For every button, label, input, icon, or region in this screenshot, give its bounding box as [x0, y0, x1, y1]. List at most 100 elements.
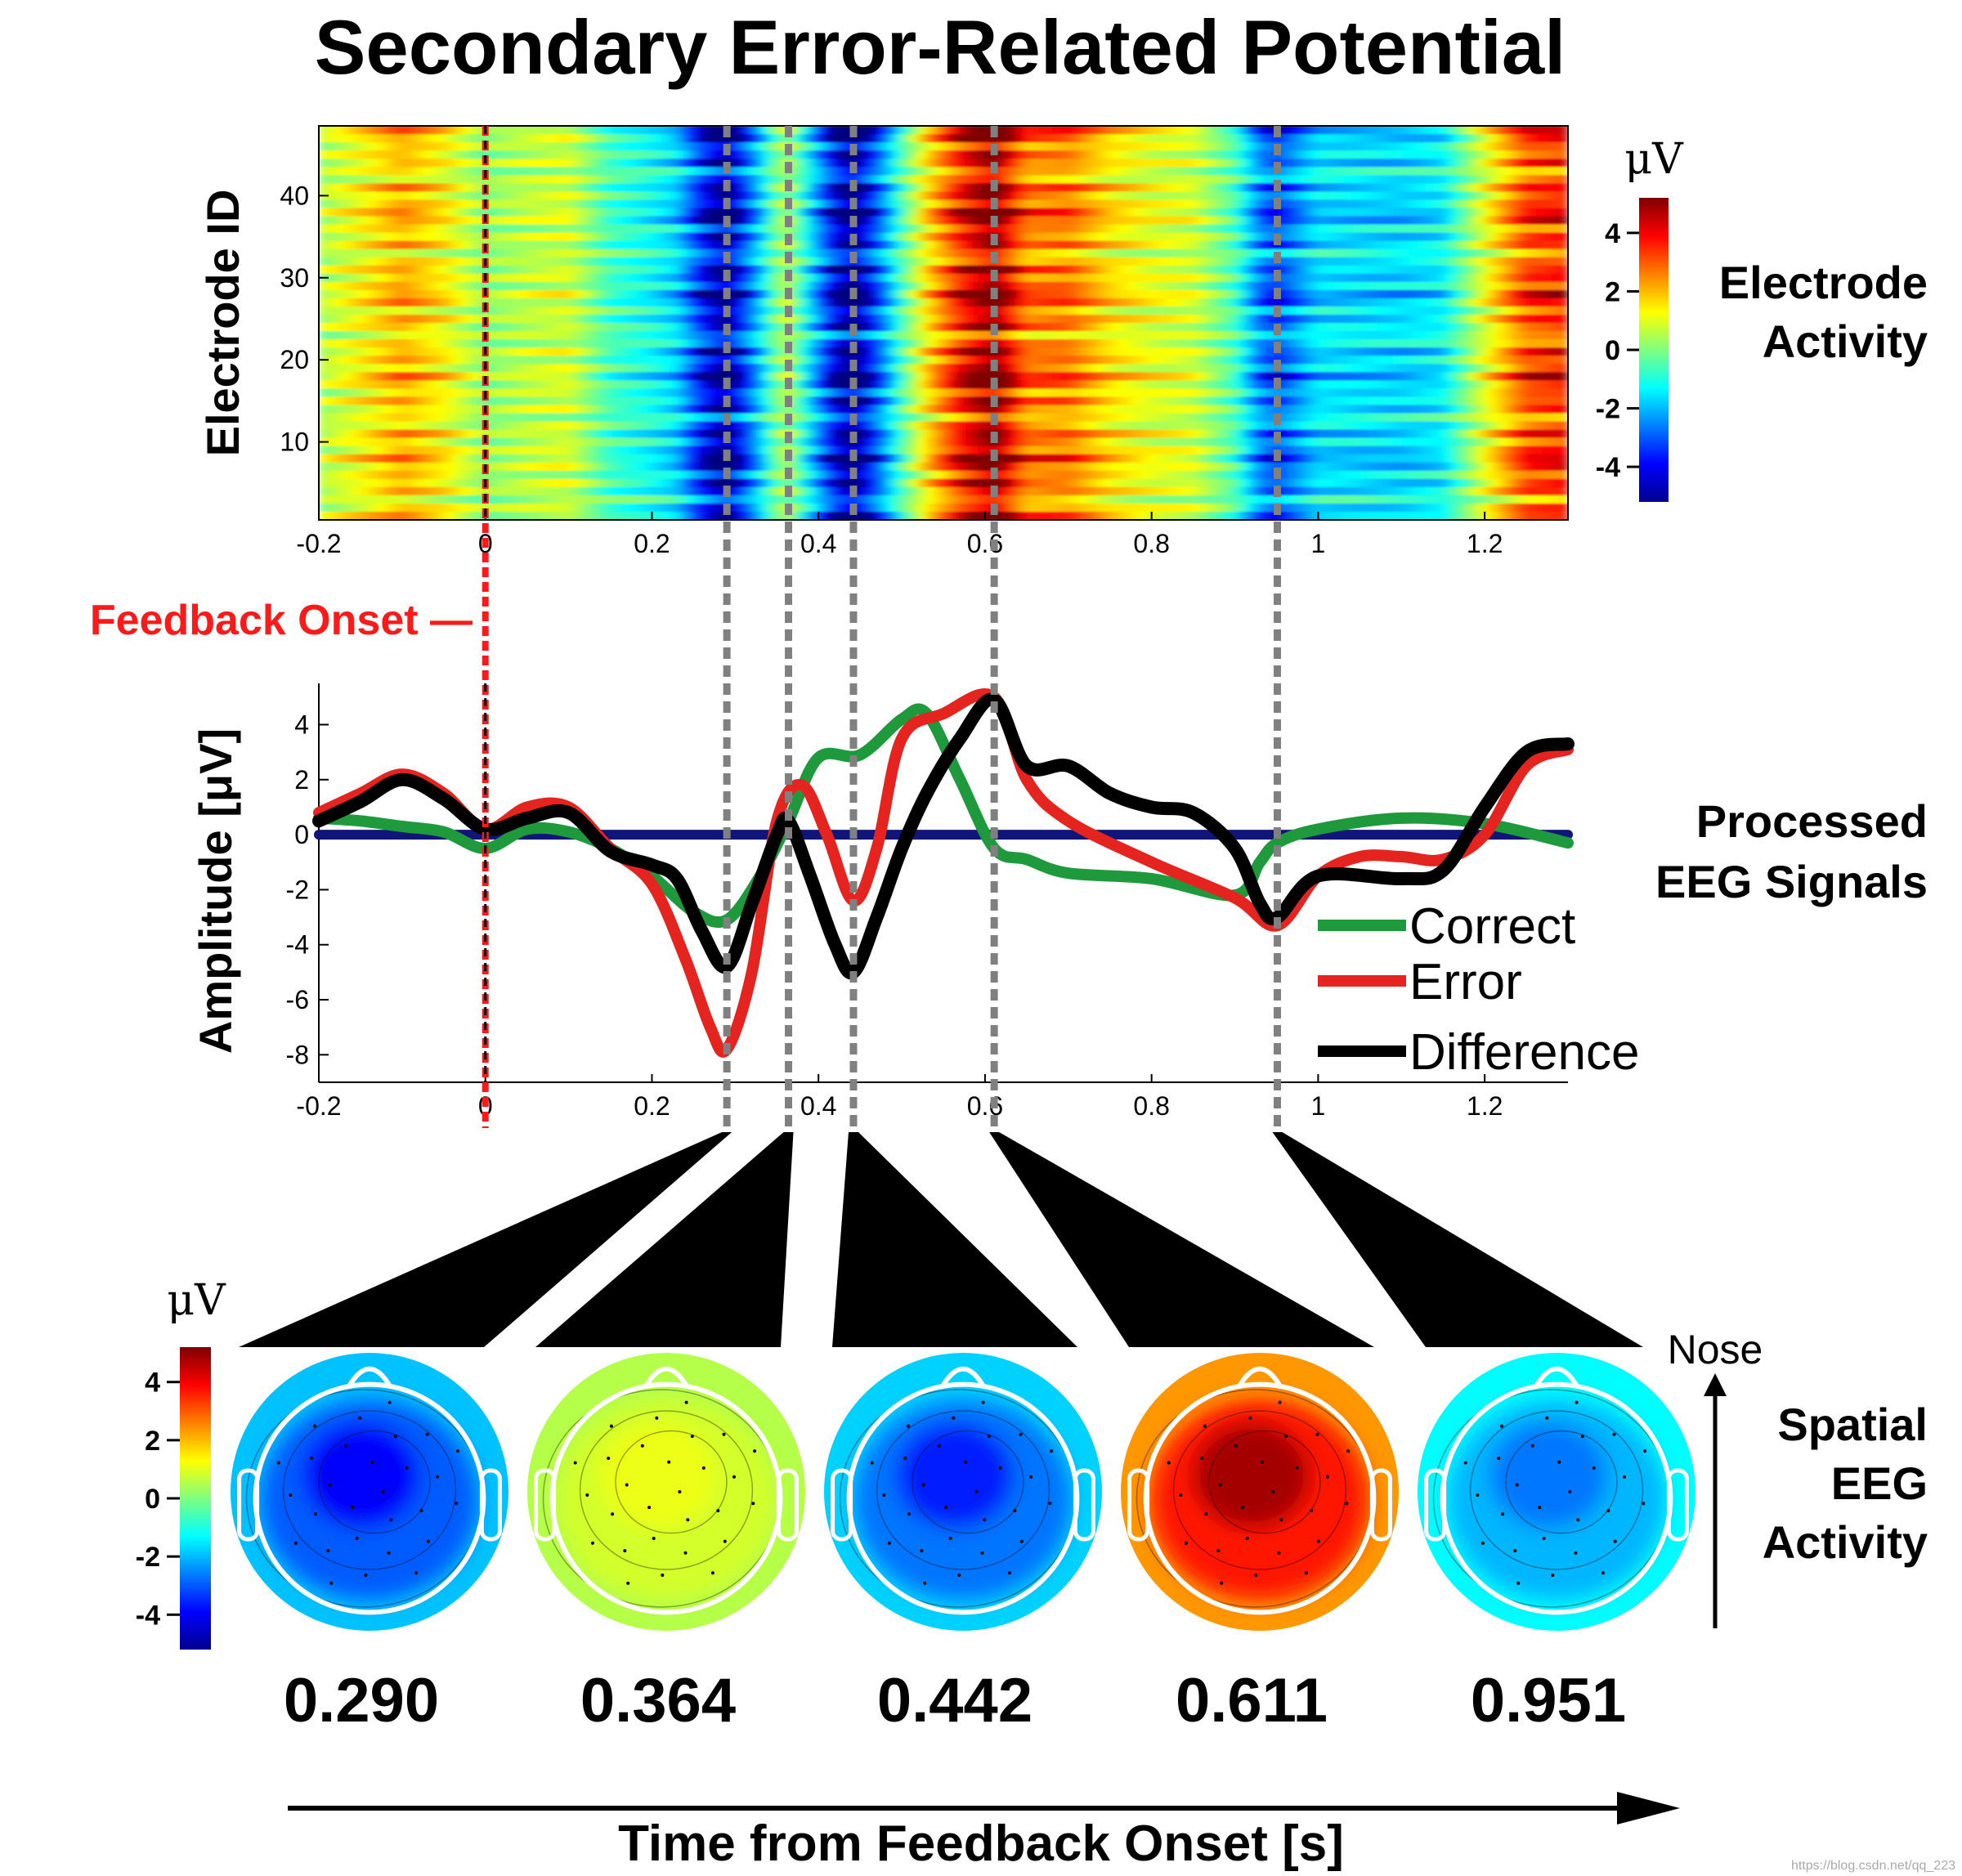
heatmap-cell [643, 273, 653, 283]
heatmap-cell [960, 199, 970, 209]
heatmap-cell [952, 159, 961, 168]
heatmap-cell [1509, 224, 1519, 234]
heatmap-cell [544, 298, 553, 307]
heatmap-cell [818, 273, 828, 283]
heatmap-cell [685, 356, 695, 365]
heatmap-cell [1501, 364, 1511, 374]
heatmap-cell [1193, 159, 1203, 168]
heatmap-cell [1351, 257, 1361, 266]
heatmap-cell [818, 150, 828, 160]
heatmap-cell [594, 314, 603, 324]
heatmap-cell [918, 289, 928, 299]
heatmap-cell [443, 191, 453, 201]
heatmap-cell [943, 232, 953, 242]
heatmap-cell [1318, 347, 1328, 357]
heatmap-cell [1501, 191, 1511, 201]
heatmap-cell [385, 240, 395, 250]
heatmap-cell [801, 306, 811, 316]
heatmap-cell [1135, 364, 1144, 374]
heatmap-cell [1010, 339, 1019, 349]
heatmap-cell [635, 323, 645, 332]
heatmap-cell [1467, 167, 1477, 177]
heatmap-cell [693, 224, 703, 234]
heatmap-cell [618, 273, 628, 283]
heatmap-cell [485, 224, 495, 234]
heatmap-cell [1310, 347, 1319, 357]
heatmap-cell [1043, 142, 1053, 152]
heatmap-cell [1301, 339, 1311, 349]
heatmap-cell [710, 331, 719, 340]
heatmap-cell [943, 134, 953, 143]
heatmap-cell [801, 314, 811, 324]
heatmap-cell [1517, 356, 1527, 365]
heatmap-cell [1226, 306, 1236, 316]
heatmap-cell [1260, 208, 1270, 217]
heatmap-cell [594, 216, 603, 226]
heatmap-cell [968, 388, 978, 398]
heatmap-cell [785, 240, 795, 250]
heatmap-cell [1384, 208, 1394, 217]
heatmap-cell [502, 167, 512, 177]
heatmap-cell [1226, 323, 1236, 332]
heatmap-cell [618, 224, 628, 234]
heatmap-cell [718, 126, 728, 135]
heatmap-cell [993, 273, 1003, 283]
heatmap-cell [968, 339, 978, 349]
heatmap-cell [960, 232, 970, 242]
heatmap-cell [1159, 265, 1169, 275]
heatmap-cell [893, 175, 903, 185]
heatmap-cell [685, 216, 695, 226]
heatmap-cell [843, 159, 853, 168]
heatmap-cell [1051, 183, 1061, 193]
heatmap-cell [1326, 126, 1336, 135]
heatmap-cell [427, 265, 437, 275]
heatmap-cell [610, 314, 620, 324]
heatmap-cell [327, 372, 337, 382]
heatmap-cell [1284, 265, 1294, 275]
heatmap-cell [1351, 380, 1361, 390]
heatmap-cell [885, 364, 894, 374]
heatmap-cell [960, 372, 970, 382]
heatmap-cell [385, 208, 395, 217]
heatmap-cell [635, 347, 645, 357]
heatmap-cell [1218, 248, 1228, 258]
heatmap-cell [893, 364, 903, 374]
heatmap-cell [1185, 216, 1194, 226]
heatmap-cell [510, 356, 520, 365]
heatmap-cell [1451, 298, 1461, 307]
heatmap-cell [1360, 298, 1369, 307]
heatmap-cell [1334, 331, 1344, 340]
heatmap-cell [1276, 216, 1286, 226]
heatmap-cell [1018, 289, 1028, 299]
heatmap-cell [768, 314, 778, 324]
heatmap-cell [976, 142, 986, 152]
heatmap-cell [352, 224, 361, 234]
heatmap-cell [377, 347, 387, 357]
heatmap-cell [1493, 364, 1503, 374]
heatmap-cell [1109, 159, 1119, 168]
heatmap-cell [1476, 248, 1486, 258]
heatmap-cell [810, 380, 820, 390]
heatmap-cell [793, 159, 803, 168]
heatmap-cell [818, 126, 828, 135]
heatmap-cell [810, 323, 820, 332]
heatmap-cell [1234, 175, 1244, 185]
heatmap-cell [518, 273, 528, 283]
heatmap-cell [1143, 257, 1153, 266]
heatmap-cell [602, 281, 611, 291]
heatmap-cell [1467, 183, 1477, 193]
heatmap-cell [576, 257, 586, 266]
heatmap-cell [360, 126, 370, 135]
heatmap-cell [1393, 339, 1403, 349]
heatmap-cell [677, 323, 687, 332]
heatmap-cell [660, 388, 670, 398]
heatmap-cell [1443, 388, 1453, 398]
heatmap-cell [1418, 216, 1427, 226]
heatmap-cell [1010, 159, 1019, 168]
heatmap-cell [1409, 298, 1419, 307]
heatmap-cell [1093, 257, 1103, 266]
heatmap-cell [918, 372, 928, 382]
heatmap-cell [1368, 364, 1377, 374]
heatmap-cell [443, 224, 453, 234]
heatmap-cell [1018, 248, 1028, 258]
